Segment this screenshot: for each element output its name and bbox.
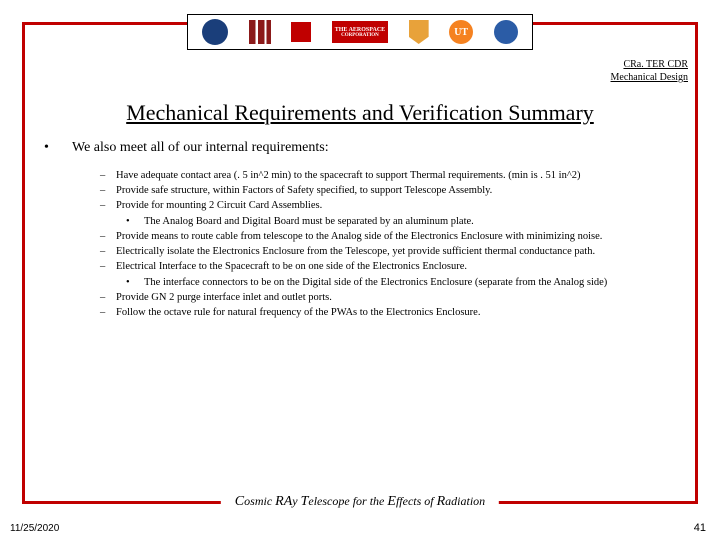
content-area: • We also meet all of our internal requi… [44, 140, 676, 320]
aerospace-text-2: CORPORATION [341, 33, 379, 38]
page-number: 41 [694, 522, 706, 534]
list-item: –Electrical Interface to the Spacecraft … [100, 259, 676, 274]
shield-logo-icon [409, 20, 429, 44]
red-square-logo-icon [291, 22, 311, 42]
list-subitem: •The Analog Board and Digital Board must… [126, 214, 676, 229]
intro-text: We also meet all of our internal require… [72, 140, 329, 156]
logo-bar: THE AEROSPACE CORPORATION UT [187, 14, 533, 50]
bullet-marker: • [44, 140, 72, 156]
list-item: –Electrically isolate the Electronics En… [100, 244, 676, 259]
list-item: –Provide for mounting 2 Circuit Card Ass… [100, 198, 676, 213]
aerospace-logo-icon: THE AEROSPACE CORPORATION [332, 21, 388, 43]
footer-banner: Cosmic RAy Telescope for the Effects of … [221, 492, 499, 512]
list-item: –Provide safe structure, within Factors … [100, 183, 676, 198]
intro-bullet: • We also meet all of our internal requi… [44, 140, 676, 156]
header-line2: Mechanical Design [611, 72, 688, 83]
list-item: –Provide means to route cable from teles… [100, 229, 676, 244]
date-label: 11/25/2020 [10, 523, 59, 534]
list-item: –Have adequate contact area (. 5 in^2 mi… [100, 168, 676, 183]
sub-list: –Have adequate contact area (. 5 in^2 mi… [100, 168, 676, 320]
mit-logo-icon [249, 20, 271, 44]
header-line1: CRa. TER CDR [623, 59, 688, 70]
header-label: CRa. TER CDR Mechanical Design [611, 58, 688, 84]
slide-title: Mechanical Requirements and Verification… [0, 100, 720, 126]
list-item: –Provide GN 2 purge interface inlet and … [100, 290, 676, 305]
nasa-logo-icon [202, 19, 228, 45]
noaa-logo-icon [494, 20, 518, 44]
list-subitem: •The interface connectors to be on the D… [126, 275, 676, 290]
list-item: –Follow the octave rule for natural freq… [100, 305, 676, 320]
ut-logo-icon: UT [449, 20, 473, 44]
